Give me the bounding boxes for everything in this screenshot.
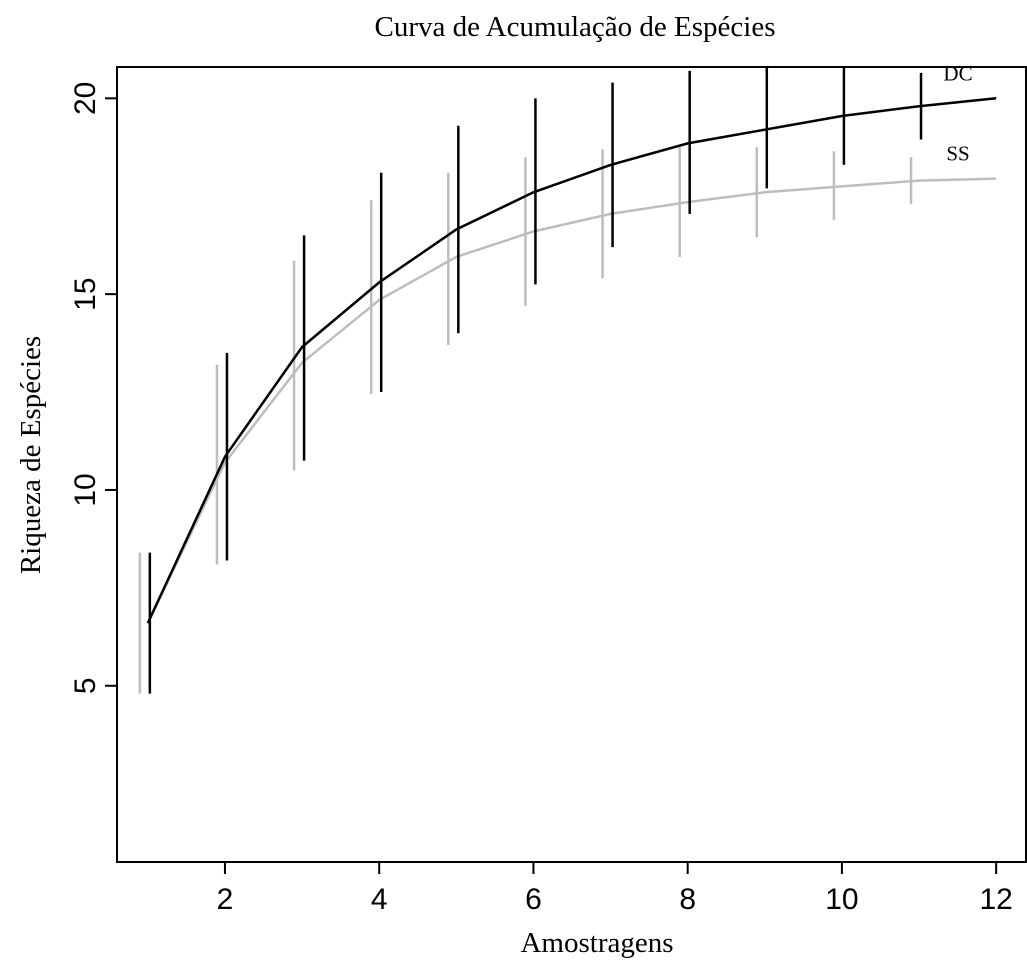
x-tick-label: 8 <box>679 883 696 916</box>
y-tick-label: 10 <box>69 473 102 506</box>
x-tick-label: 6 <box>525 883 542 916</box>
x-tick-label: 2 <box>217 883 234 916</box>
chart-title: Curva de Acumulação de Espécies <box>374 11 775 43</box>
x-tick-label: 10 <box>825 883 858 916</box>
x-axis-label: Amostragens <box>520 927 673 959</box>
dc-series-label: DC <box>943 61 972 85</box>
x-tick-label: 12 <box>979 883 1012 916</box>
plot-area: 2 4 6 8 10 12 5 10 15 20 DC SS <box>69 61 1027 916</box>
y-tick-label: 15 <box>69 277 102 310</box>
y-axis-label: Riqueza de Espécies <box>15 336 47 574</box>
dc-series-line <box>146 97 997 624</box>
x-tick-label: 4 <box>371 883 388 916</box>
y-tick-label: 5 <box>69 677 102 694</box>
ss-series-line <box>146 177 997 624</box>
ss-series-label: SS <box>946 142 969 166</box>
y-tick-label: 20 <box>69 82 102 115</box>
plot-frame <box>116 66 1027 863</box>
